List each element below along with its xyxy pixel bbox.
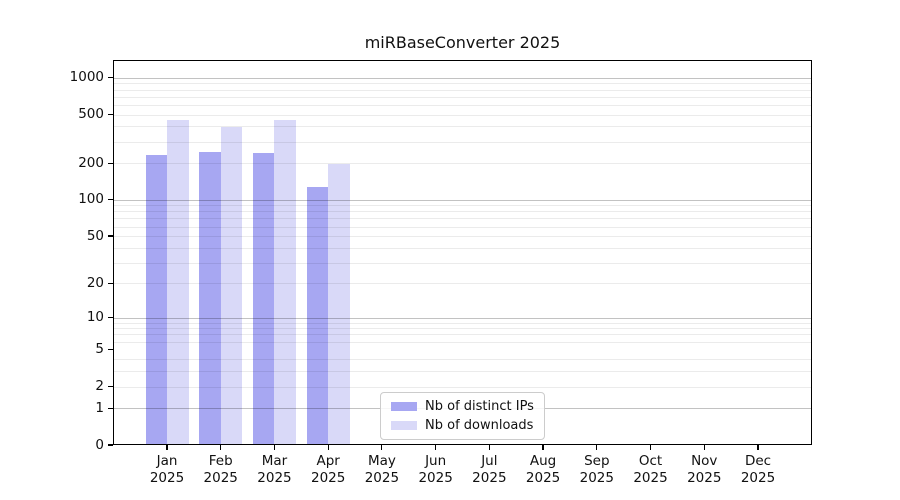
x-tick-label-oct: Oct 2025 bbox=[633, 453, 668, 486]
x-tick-mark-jan bbox=[166, 445, 168, 450]
gridline-minor-30 bbox=[113, 262, 812, 264]
y-tick-label-50: 50 bbox=[86, 227, 104, 244]
gridline-major-100 bbox=[113, 199, 812, 201]
y-tick-mark-500 bbox=[108, 114, 113, 116]
bar-s0-feb bbox=[199, 151, 221, 445]
x-tick-label-feb: Feb 2025 bbox=[203, 453, 238, 486]
y-tick-mark-2 bbox=[108, 386, 113, 388]
y-tick-mark-100 bbox=[108, 199, 113, 201]
gridline-minor-60 bbox=[113, 226, 812, 228]
y-tick-label-5: 5 bbox=[95, 341, 104, 358]
gridline-minor-3 bbox=[113, 371, 812, 373]
y-tick-mark-200 bbox=[108, 162, 113, 164]
legend-label-downloads: Nb of downloads bbox=[425, 418, 534, 433]
x-tick-mark-nov bbox=[703, 445, 705, 450]
gridline-minor-8 bbox=[113, 328, 812, 330]
gridline-minor-300 bbox=[113, 141, 812, 143]
x-tick-label-aug: Aug 2025 bbox=[525, 453, 561, 486]
gridline-minor-900 bbox=[113, 83, 812, 85]
bar-s0-jan bbox=[145, 154, 167, 445]
x-tick-mark-aug bbox=[542, 445, 544, 450]
gridline-minor-40 bbox=[113, 247, 812, 249]
y-tick-label-1000: 1000 bbox=[69, 69, 104, 86]
x-tick-label-apr: Apr 2025 bbox=[310, 453, 346, 486]
legend-label-distinct-ips: Nb of distinct IPs bbox=[425, 399, 534, 414]
legend-item-distinct-ips: Nb of distinct IPs bbox=[391, 399, 534, 414]
x-tick-label-nov: Nov 2025 bbox=[687, 453, 722, 486]
gridline-minor-80 bbox=[113, 211, 812, 213]
gridline-major-10 bbox=[113, 317, 812, 319]
y-tick-label-20: 20 bbox=[86, 274, 104, 291]
legend-item-downloads: Nb of downloads bbox=[391, 418, 534, 433]
x-tick-mark-dec bbox=[757, 445, 759, 450]
gridline-minor-7 bbox=[113, 334, 812, 336]
y-tick-label-200: 200 bbox=[78, 154, 104, 171]
gridline-minor-800 bbox=[113, 89, 812, 91]
bar-s1-mar bbox=[274, 120, 296, 445]
gridline-minor-500 bbox=[113, 114, 812, 116]
x-tick-label-jul: Jul 2025 bbox=[472, 453, 507, 486]
x-tick-label-jun: Jun 2025 bbox=[418, 453, 453, 486]
bar-s1-feb bbox=[220, 126, 243, 445]
gridline-minor-600 bbox=[113, 104, 812, 106]
x-tick-mark-may bbox=[381, 445, 383, 450]
y-tick-mark-0 bbox=[108, 444, 113, 446]
y-tick-mark-1 bbox=[108, 407, 113, 409]
y-tick-label-100: 100 bbox=[78, 191, 104, 208]
chart-title: miRBaseConverter 2025 bbox=[364, 33, 561, 52]
y-tick-mark-5 bbox=[108, 349, 113, 351]
gridline-minor-2 bbox=[113, 386, 812, 388]
gridline-minor-400 bbox=[113, 126, 812, 128]
x-tick-mark-feb bbox=[220, 445, 222, 450]
y-tick-mark-1000 bbox=[108, 77, 113, 79]
gridline-minor-200 bbox=[113, 163, 812, 165]
x-tick-label-jan: Jan 2025 bbox=[149, 453, 185, 486]
gridline-minor-9 bbox=[113, 322, 812, 324]
gridline-minor-4 bbox=[113, 359, 812, 361]
x-tick-mark-jun bbox=[435, 445, 437, 450]
gridline-minor-90 bbox=[113, 205, 812, 207]
x-tick-mark-mar bbox=[273, 445, 276, 450]
gridline-minor-50 bbox=[113, 236, 812, 238]
y-tick-label-10: 10 bbox=[86, 309, 104, 326]
x-tick-mark-sep bbox=[596, 445, 598, 450]
y-tick-label-1: 1 bbox=[95, 399, 104, 416]
legend-swatch-distinct-ips-icon bbox=[391, 402, 417, 411]
x-tick-label-dec: Dec 2025 bbox=[740, 453, 776, 486]
legend-swatch-downloads-icon bbox=[391, 421, 417, 430]
gridline-major-1000 bbox=[113, 77, 812, 79]
y-tick-label-2: 2 bbox=[95, 378, 104, 395]
y-tick-label-500: 500 bbox=[78, 106, 104, 123]
x-tick-label-mar: Mar 2025 bbox=[257, 453, 292, 486]
bar-s1-apr bbox=[328, 164, 350, 445]
gridline-minor-70 bbox=[113, 218, 812, 220]
gridline-minor-700 bbox=[113, 96, 812, 98]
bar-s0-apr bbox=[306, 186, 329, 445]
bar-s1-jan bbox=[167, 119, 189, 445]
gridline-minor-6 bbox=[113, 341, 812, 343]
x-tick-mark-apr bbox=[327, 445, 329, 450]
bar-s0-mar bbox=[252, 152, 275, 445]
gridline-minor-20 bbox=[113, 283, 812, 285]
legend: Nb of distinct IPs Nb of downloads bbox=[380, 392, 545, 440]
y-tick-mark-10 bbox=[108, 316, 113, 319]
y-tick-mark-20 bbox=[108, 282, 113, 284]
x-tick-label-sep: Sep 2025 bbox=[579, 453, 614, 486]
y-tick-label-0: 0 bbox=[95, 436, 104, 453]
x-tick-label-may: May 2025 bbox=[364, 453, 400, 486]
y-tick-mark-50 bbox=[108, 235, 113, 237]
x-tick-mark-oct bbox=[649, 445, 652, 450]
x-tick-mark-jul bbox=[488, 445, 490, 450]
